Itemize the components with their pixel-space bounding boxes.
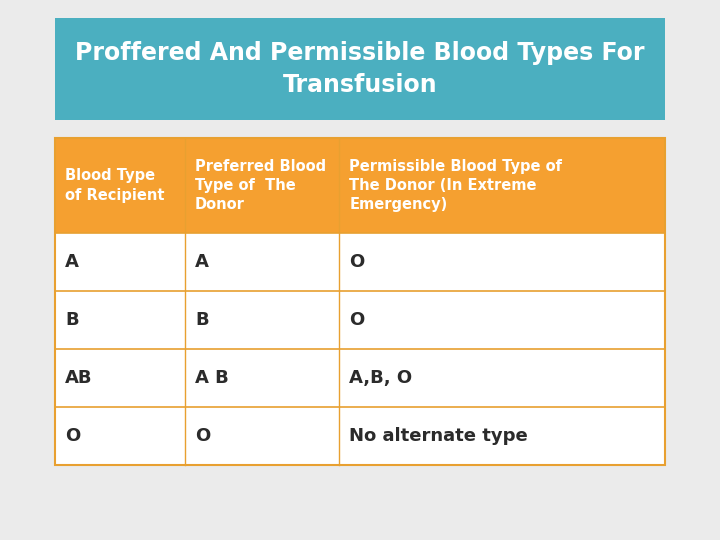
Text: Permissible Blood Type of
The Donor (In Extreme
Emergency): Permissible Blood Type of The Donor (In … [349, 159, 562, 212]
Text: A,B, O: A,B, O [349, 369, 413, 387]
Text: O: O [349, 311, 364, 329]
Text: A B: A B [195, 369, 229, 387]
Text: A: A [195, 253, 209, 271]
Text: O: O [65, 427, 80, 445]
Bar [55, 18, 665, 120]
Bar [55, 138, 665, 233]
Text: B: B [195, 311, 209, 329]
Text: No alternate type: No alternate type [349, 427, 528, 445]
Bar [55, 291, 665, 349]
Text: Proffered And Permissible Blood Types For
Transfusion: Proffered And Permissible Blood Types Fo… [76, 41, 644, 97]
Text: B: B [65, 311, 78, 329]
Text: Blood Type
of Recipient: Blood Type of Recipient [65, 168, 164, 202]
Text: AB: AB [65, 369, 92, 387]
Text: O: O [195, 427, 210, 445]
Bar [55, 233, 665, 291]
Text: Preferred Blood
Type of  The
Donor: Preferred Blood Type of The Donor [195, 159, 326, 212]
Text: O: O [349, 253, 364, 271]
Bar [55, 349, 665, 407]
Text: A: A [65, 253, 79, 271]
Bar [55, 138, 665, 465]
Bar [55, 407, 665, 465]
